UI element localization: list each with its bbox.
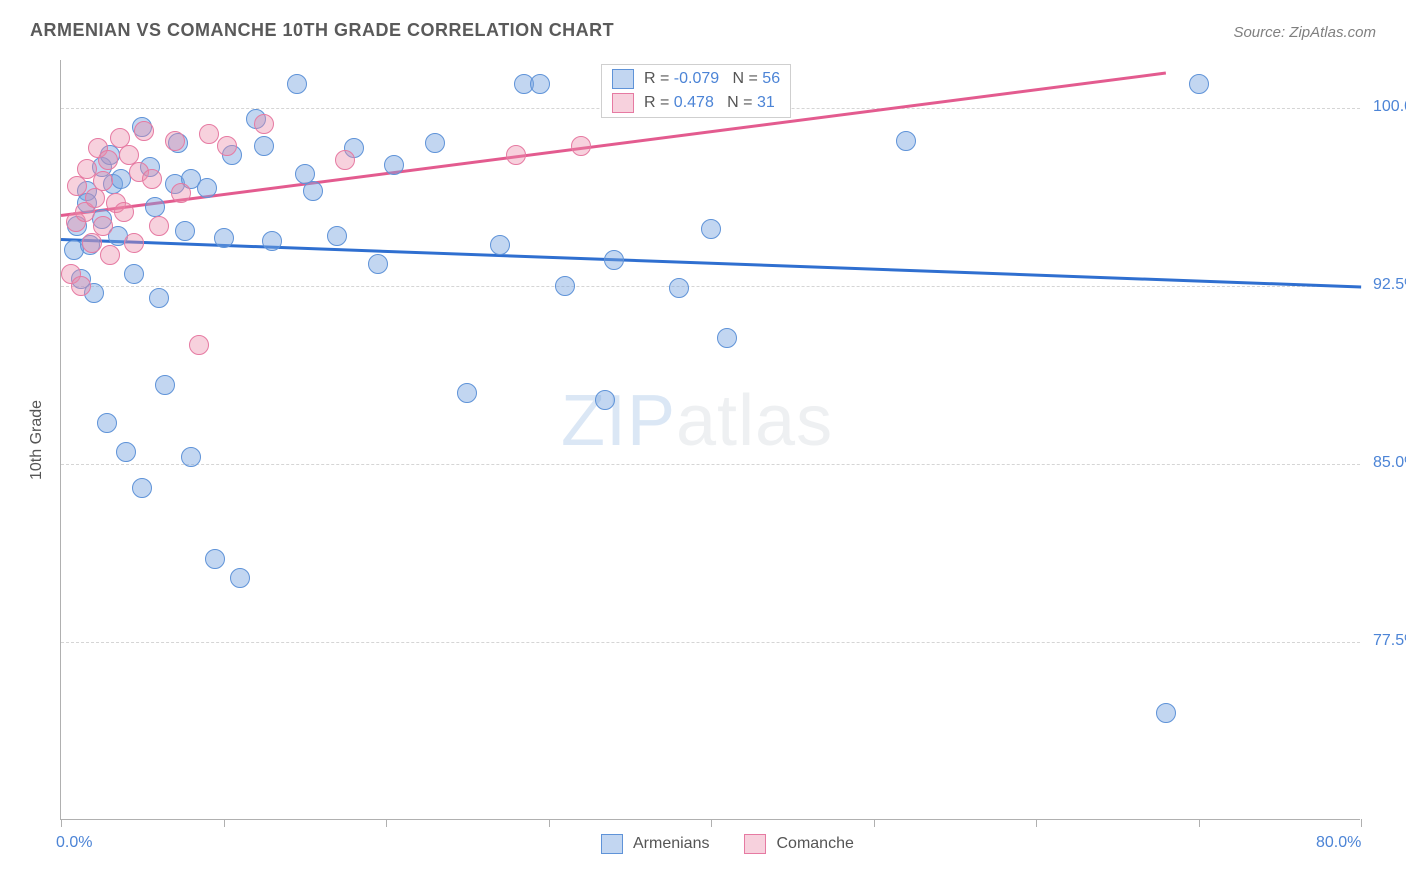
data-point <box>100 245 120 265</box>
x-tick <box>61 819 62 827</box>
series-legend: Armenians Comanche <box>601 834 879 854</box>
x-tick <box>224 819 225 827</box>
data-point <box>214 228 234 248</box>
data-point <box>425 133 445 153</box>
trendline-armenians <box>61 238 1361 288</box>
y-tick-label: 85.0% <box>1373 454 1406 472</box>
y-axis-title: 10th Grade <box>28 400 46 480</box>
data-point <box>506 145 526 165</box>
y-tick-label: 92.5% <box>1373 276 1406 294</box>
stats-legend-row: R = 0.478 N = 31 <box>612 93 780 113</box>
data-point <box>530 74 550 94</box>
data-point <box>254 136 274 156</box>
stats-legend: R = -0.079 N = 56 R = 0.478 N = 31 <box>601 64 791 118</box>
watermark-atlas: atlas <box>676 381 833 461</box>
data-point <box>114 202 134 222</box>
legend-label: Armenians <box>633 835 709 853</box>
data-point <box>701 219 721 239</box>
data-point <box>217 136 237 156</box>
data-point <box>181 447 201 467</box>
data-point <box>595 390 615 410</box>
data-point <box>199 124 219 144</box>
x-tick <box>549 819 550 827</box>
watermark-zip: ZIP <box>561 381 676 461</box>
scatter-plot-area: ZIPatlas 100.0%92.5%85.0%77.5%0.0%80.0%R… <box>60 60 1360 820</box>
data-point <box>555 276 575 296</box>
stats-legend-row: R = -0.079 N = 56 <box>612 69 780 89</box>
data-point <box>149 288 169 308</box>
data-point <box>155 375 175 395</box>
data-point <box>384 155 404 175</box>
legend-swatch <box>612 69 634 89</box>
data-point <box>1156 703 1176 723</box>
chart-title: ARMENIAN VS COMANCHE 10TH GRADE CORRELAT… <box>30 20 614 41</box>
data-point <box>142 169 162 189</box>
data-point <box>1189 74 1209 94</box>
data-point <box>82 233 102 253</box>
data-point <box>368 254 388 274</box>
legend-stats-text: R = -0.079 N = 56 <box>644 70 780 88</box>
data-point <box>145 197 165 217</box>
data-point <box>93 171 113 191</box>
data-point <box>457 383 477 403</box>
x-tick-label: 0.0% <box>56 834 92 852</box>
data-point <box>571 136 591 156</box>
data-point <box>254 114 274 134</box>
data-point <box>71 276 91 296</box>
data-point <box>93 216 113 236</box>
data-point <box>189 335 209 355</box>
gridline-h <box>61 286 1360 287</box>
x-tick <box>1199 819 1200 827</box>
data-point <box>669 278 689 298</box>
source-label: Source: ZipAtlas.com <box>1233 24 1376 41</box>
legend-stats-text: R = 0.478 N = 31 <box>644 94 775 112</box>
y-tick-label: 100.0% <box>1373 98 1406 116</box>
legend-swatch <box>744 834 766 854</box>
data-point <box>134 121 154 141</box>
data-point <box>303 181 323 201</box>
data-point <box>124 233 144 253</box>
data-point <box>132 478 152 498</box>
data-point <box>116 442 136 462</box>
data-point <box>197 178 217 198</box>
data-point <box>717 328 737 348</box>
data-point <box>896 131 916 151</box>
x-tick <box>1361 819 1362 827</box>
x-tick <box>874 819 875 827</box>
data-point <box>230 568 250 588</box>
data-point <box>149 216 169 236</box>
legend-swatch <box>601 834 623 854</box>
data-point <box>604 250 624 270</box>
y-tick-label: 77.5% <box>1373 632 1406 650</box>
data-point <box>97 413 117 433</box>
data-point <box>335 150 355 170</box>
data-point <box>165 131 185 151</box>
x-tick <box>386 819 387 827</box>
gridline-h <box>61 642 1360 643</box>
data-point <box>124 264 144 284</box>
data-point <box>171 183 191 203</box>
legend-swatch <box>612 93 634 113</box>
x-tick-label: 80.0% <box>1316 834 1361 852</box>
x-tick <box>1036 819 1037 827</box>
data-point <box>327 226 347 246</box>
data-point <box>287 74 307 94</box>
legend-label: Comanche <box>776 835 853 853</box>
gridline-h <box>61 464 1360 465</box>
data-point <box>98 150 118 170</box>
data-point <box>262 231 282 251</box>
x-tick <box>711 819 712 827</box>
data-point <box>175 221 195 241</box>
data-point <box>490 235 510 255</box>
data-point <box>205 549 225 569</box>
